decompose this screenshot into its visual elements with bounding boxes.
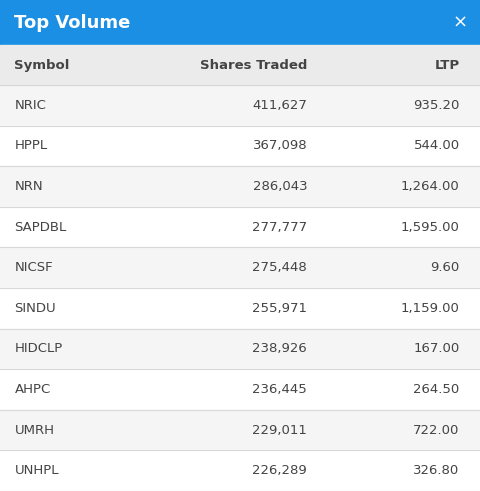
Text: 1,159.00: 1,159.00 bbox=[401, 302, 459, 315]
Text: AHPC: AHPC bbox=[14, 383, 51, 396]
Text: UMRH: UMRH bbox=[14, 424, 54, 436]
Bar bbox=[0, 85, 480, 126]
Text: Shares Traded: Shares Traded bbox=[200, 58, 307, 72]
Bar bbox=[0, 126, 480, 166]
Text: 229,011: 229,011 bbox=[252, 424, 307, 436]
Bar bbox=[0, 45, 480, 85]
Text: 277,777: 277,777 bbox=[252, 220, 307, 234]
Text: 236,445: 236,445 bbox=[252, 383, 307, 396]
Text: 264.50: 264.50 bbox=[413, 383, 459, 396]
Text: NICSF: NICSF bbox=[14, 261, 53, 274]
Text: Symbol: Symbol bbox=[14, 58, 70, 72]
Text: ×: × bbox=[453, 13, 468, 31]
Text: 167.00: 167.00 bbox=[413, 342, 459, 355]
Text: NRIC: NRIC bbox=[14, 99, 46, 112]
Text: 544.00: 544.00 bbox=[413, 139, 459, 152]
Text: 238,926: 238,926 bbox=[252, 342, 307, 355]
Bar bbox=[0, 288, 480, 328]
Text: 722.00: 722.00 bbox=[413, 424, 459, 436]
Text: 1,264.00: 1,264.00 bbox=[401, 180, 459, 193]
Bar bbox=[0, 207, 480, 247]
Text: SAPDBL: SAPDBL bbox=[14, 220, 67, 234]
Bar bbox=[0, 247, 480, 288]
Bar bbox=[0, 0, 480, 45]
Text: 226,289: 226,289 bbox=[252, 464, 307, 477]
Bar bbox=[0, 410, 480, 450]
Text: 326.80: 326.80 bbox=[413, 464, 459, 477]
Text: LTP: LTP bbox=[434, 58, 459, 72]
Bar bbox=[0, 328, 480, 369]
Bar bbox=[0, 166, 480, 207]
Bar bbox=[0, 450, 480, 491]
Text: NRN: NRN bbox=[14, 180, 43, 193]
Text: 255,971: 255,971 bbox=[252, 302, 307, 315]
Text: 367,098: 367,098 bbox=[252, 139, 307, 152]
Text: Top Volume: Top Volume bbox=[14, 13, 131, 31]
Bar bbox=[0, 369, 480, 410]
Text: 411,627: 411,627 bbox=[252, 99, 307, 112]
Text: HIDCLP: HIDCLP bbox=[14, 342, 63, 355]
Text: UNHPL: UNHPL bbox=[14, 464, 59, 477]
Text: 1,595.00: 1,595.00 bbox=[401, 220, 459, 234]
Text: 9.60: 9.60 bbox=[431, 261, 459, 274]
Text: 275,448: 275,448 bbox=[252, 261, 307, 274]
Text: 286,043: 286,043 bbox=[252, 180, 307, 193]
Text: SINDU: SINDU bbox=[14, 302, 56, 315]
Text: HPPL: HPPL bbox=[14, 139, 48, 152]
Text: 935.20: 935.20 bbox=[413, 99, 459, 112]
